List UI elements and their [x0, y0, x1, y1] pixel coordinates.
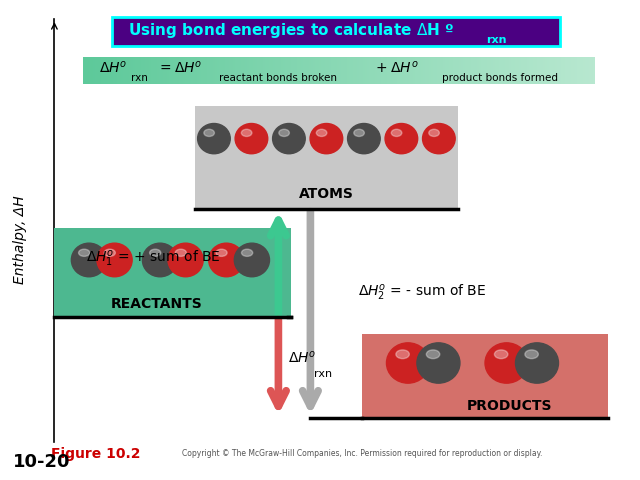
- Ellipse shape: [104, 249, 115, 256]
- Ellipse shape: [385, 123, 418, 154]
- Text: $\Delta H^o$: $\Delta H^o$: [99, 60, 127, 76]
- Ellipse shape: [485, 343, 528, 383]
- Text: product bonds formed: product bonds formed: [442, 73, 557, 83]
- Ellipse shape: [354, 129, 364, 136]
- FancyBboxPatch shape: [112, 17, 560, 46]
- Text: PRODUCTS: PRODUCTS: [467, 399, 552, 413]
- Text: rxn: rxn: [314, 370, 332, 379]
- Ellipse shape: [235, 123, 268, 154]
- Ellipse shape: [515, 343, 559, 383]
- Ellipse shape: [241, 129, 252, 136]
- Ellipse shape: [348, 123, 380, 154]
- Ellipse shape: [429, 129, 439, 136]
- Text: Enthalpy, ΔH: Enthalpy, ΔH: [13, 196, 28, 284]
- Text: 10-20: 10-20: [13, 453, 70, 471]
- Ellipse shape: [209, 243, 244, 277]
- Ellipse shape: [316, 129, 327, 136]
- Ellipse shape: [279, 129, 289, 136]
- Text: Copyright © The McGraw-Hill Companies, Inc. Permission required for reproduction: Copyright © The McGraw-Hill Companies, I…: [182, 449, 543, 458]
- Ellipse shape: [79, 249, 90, 256]
- Ellipse shape: [422, 123, 455, 154]
- FancyBboxPatch shape: [54, 228, 291, 317]
- Text: $\Delta H^o_{1}$ = + sum of BE: $\Delta H^o_{1}$ = + sum of BE: [86, 249, 221, 269]
- Ellipse shape: [198, 123, 230, 154]
- Ellipse shape: [417, 343, 460, 383]
- FancyBboxPatch shape: [195, 106, 458, 209]
- Ellipse shape: [525, 350, 538, 359]
- Text: ATOMS: ATOMS: [299, 187, 354, 201]
- Text: $+\;\Delta H^o$: $+\;\Delta H^o$: [375, 60, 419, 76]
- Ellipse shape: [72, 243, 106, 277]
- Text: Using bond energies to calculate $\mathit{\Delta}$H º: Using bond energies to calculate $\mathi…: [128, 21, 454, 40]
- Ellipse shape: [175, 249, 186, 256]
- Text: $\Delta H^o_{2}$ = - sum of BE: $\Delta H^o_{2}$ = - sum of BE: [358, 283, 486, 303]
- Text: reactant bonds broken: reactant bonds broken: [219, 73, 337, 83]
- Ellipse shape: [204, 129, 214, 136]
- Ellipse shape: [495, 350, 508, 359]
- Ellipse shape: [391, 129, 402, 136]
- Text: $\Delta H^o$: $\Delta H^o$: [288, 349, 316, 366]
- Text: rxn: rxn: [486, 36, 507, 46]
- Ellipse shape: [310, 123, 343, 154]
- Ellipse shape: [387, 343, 429, 383]
- Ellipse shape: [168, 243, 204, 277]
- Ellipse shape: [241, 249, 253, 256]
- Ellipse shape: [150, 249, 161, 256]
- Ellipse shape: [234, 243, 269, 277]
- Text: $= \Delta H^o$: $= \Delta H^o$: [157, 60, 203, 76]
- Ellipse shape: [216, 249, 227, 256]
- FancyBboxPatch shape: [362, 334, 608, 418]
- Text: REACTANTS: REACTANTS: [110, 298, 202, 312]
- Ellipse shape: [97, 243, 132, 277]
- Ellipse shape: [396, 350, 410, 359]
- Ellipse shape: [426, 350, 440, 359]
- Text: Figure 10.2: Figure 10.2: [51, 446, 141, 461]
- Ellipse shape: [143, 243, 178, 277]
- Text: rxn: rxn: [131, 73, 148, 83]
- Ellipse shape: [273, 123, 305, 154]
